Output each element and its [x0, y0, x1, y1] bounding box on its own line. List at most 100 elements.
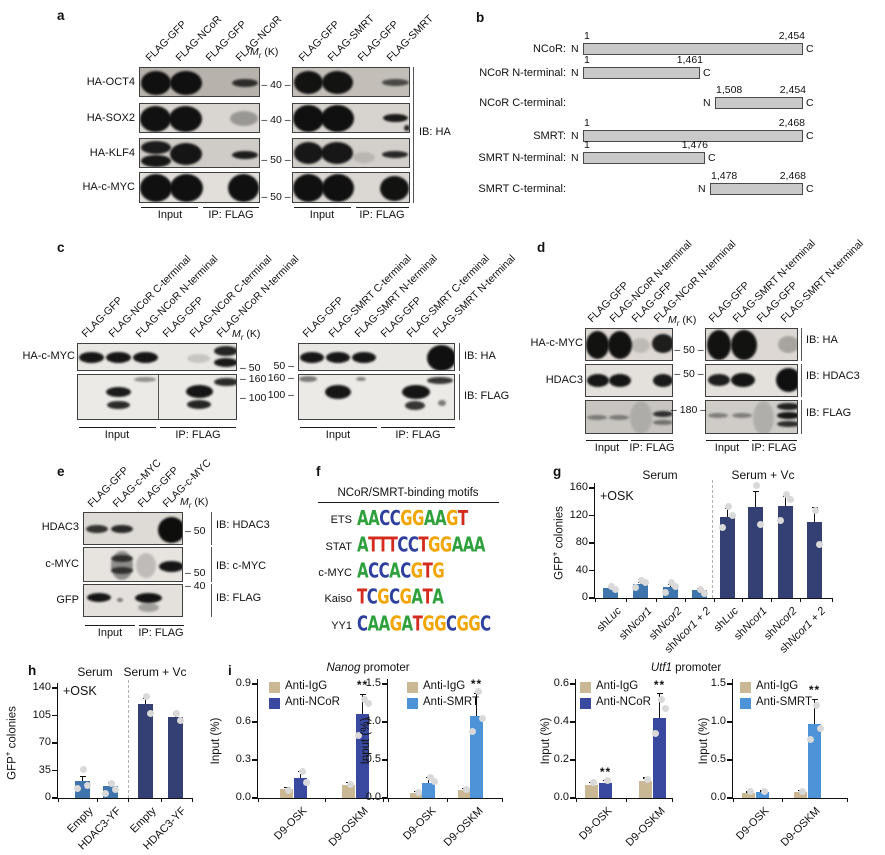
ib-label: IB: c-MYC [216, 560, 267, 572]
error-bar [475, 693, 478, 716]
y-tick [570, 759, 576, 761]
data-point [147, 710, 154, 718]
panel-b-label: b [476, 10, 485, 25]
sequence-logo: AACCGGAAGT [357, 505, 469, 531]
band [232, 151, 258, 159]
residue-start: 1,478 [711, 170, 738, 182]
band [776, 368, 797, 392]
error-cap [752, 490, 759, 493]
band [707, 330, 731, 360]
band [653, 411, 672, 417]
bar [603, 588, 618, 598]
data-point [365, 699, 372, 707]
x-tick [832, 598, 834, 602]
input-label: Input [309, 209, 335, 221]
logo-letter: C [378, 558, 390, 584]
lane-group-line [752, 440, 797, 442]
lane-group-line [139, 625, 184, 627]
lane-group-line [141, 207, 198, 209]
logo-letter: G [439, 532, 453, 558]
mw-marker: 180 [671, 404, 704, 416]
logo-letter: T [457, 505, 469, 531]
n-terminus: N [698, 183, 706, 195]
logo-letter: T [412, 611, 423, 637]
band [631, 338, 650, 353]
n-terminus: N [703, 97, 711, 109]
logo-letter: T [377, 532, 389, 558]
mw-marker: 40 [259, 79, 293, 91]
band [630, 401, 652, 433]
western-blot [705, 328, 798, 361]
x-tick [770, 598, 772, 602]
logo-letter: C [389, 584, 401, 610]
logo-letter: A [434, 505, 447, 531]
legend-label: Anti-SMRT [756, 696, 813, 708]
bar [342, 785, 355, 798]
data-point [697, 585, 704, 593]
western-blot [139, 103, 260, 133]
y-tick-label: 0.0 [553, 791, 569, 803]
data-point [479, 714, 486, 722]
band [214, 378, 236, 386]
logo-letter: C [389, 505, 401, 531]
ib-label: IB: FLAG [216, 592, 262, 604]
band [187, 400, 211, 409]
error-bar [361, 694, 364, 715]
logo-letter: G [377, 584, 390, 610]
band [136, 553, 156, 578]
y-tick-label: 120 [569, 508, 588, 521]
y-tick-label: 0.0 [235, 791, 251, 803]
y-tick [727, 759, 733, 761]
bar [422, 782, 435, 798]
legend-swatch [269, 682, 280, 693]
western-blot [298, 374, 455, 420]
sequence-logo: TCGCGATA [357, 584, 444, 610]
band [778, 336, 797, 353]
logo-letter: C [446, 611, 458, 637]
molecular-weight-label: Mr (K) [232, 328, 261, 343]
western-blot [139, 172, 260, 203]
blot-row-label: HA-OCT4 [86, 76, 135, 88]
data-point [662, 589, 669, 596]
y-tick [252, 721, 258, 723]
data-point [303, 779, 310, 787]
band [427, 345, 454, 370]
data-point [74, 785, 81, 793]
x-tick [96, 798, 98, 802]
bar [692, 590, 707, 598]
c-terminus: C [806, 183, 814, 195]
logo-letter: A [367, 611, 380, 637]
logo-letter: C [379, 505, 391, 531]
data-point [777, 516, 784, 524]
logo-letter: T [418, 532, 429, 558]
logo-letter: G [410, 558, 424, 584]
x-tick-label: D9-OSK [271, 805, 309, 843]
data-point [427, 773, 434, 781]
bar [794, 791, 807, 798]
mw-marker: 50 [240, 362, 270, 374]
blot-row-label: HA-KLF4 [89, 147, 135, 159]
data-point [347, 780, 354, 788]
data-point [80, 766, 87, 774]
bar [639, 780, 652, 798]
data-point [355, 732, 362, 740]
n-terminus: N [571, 130, 579, 142]
logo-letter: G [428, 532, 441, 558]
bar [742, 792, 755, 798]
y-tick [382, 797, 388, 799]
protein-bar [583, 152, 705, 164]
band [87, 593, 111, 602]
band [708, 374, 730, 386]
x-tick [847, 798, 849, 802]
mw-marker: 40 [185, 580, 211, 592]
legend-label: Anti-IgG [285, 680, 328, 692]
data-point [431, 777, 438, 785]
panel-f-label: f [316, 464, 321, 479]
panel-a-label: a [57, 8, 65, 23]
input-label: Input [714, 442, 740, 454]
logo-letter: A [423, 505, 436, 531]
western-blot [83, 512, 183, 545]
y-tick [382, 721, 388, 723]
x-tick [128, 798, 130, 802]
error-bar [813, 507, 816, 522]
